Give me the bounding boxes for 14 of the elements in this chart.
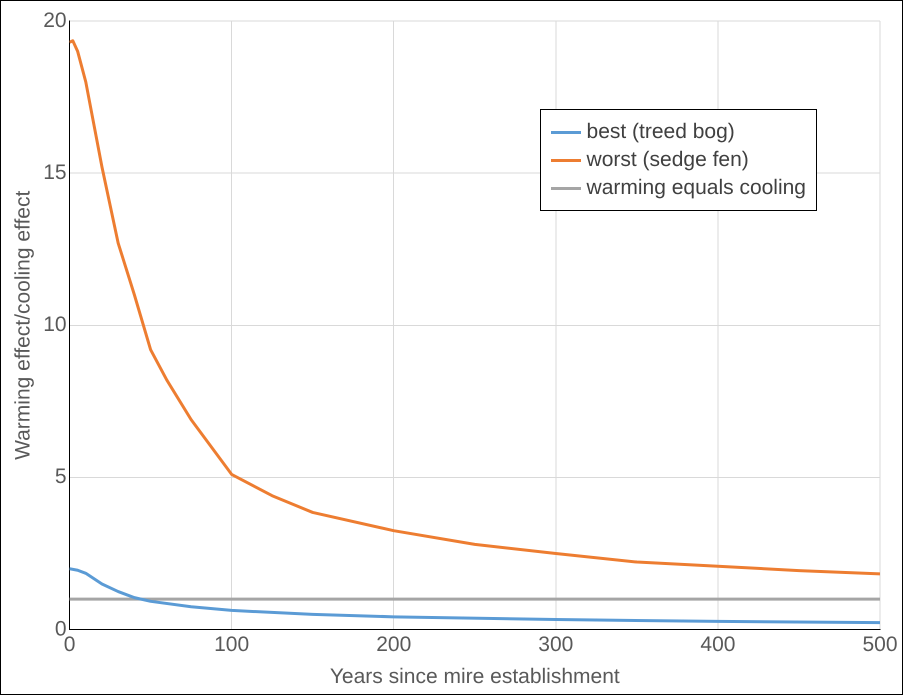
legend-label: best (treed bog)	[586, 120, 735, 144]
x-tick-label: 500	[862, 632, 898, 656]
y-tick-label: 20	[43, 8, 67, 32]
legend-label: worst (sedge fen)	[586, 148, 749, 172]
x-tick-label: 100	[214, 632, 250, 656]
x-tick-label: 300	[538, 632, 574, 656]
x-tick-label: 200	[376, 632, 412, 656]
y-tick-label: 5	[54, 465, 67, 488]
x-axis-title: Years since mire establishment	[330, 665, 620, 688]
x-tick-label: 400	[700, 632, 736, 656]
y-tick-label: 10	[43, 313, 67, 336]
legend-label: warming equals cooling	[586, 176, 806, 200]
y-tick-label: 15	[43, 160, 67, 184]
y-axis-title: Warming effect/cooling effect	[11, 190, 34, 460]
